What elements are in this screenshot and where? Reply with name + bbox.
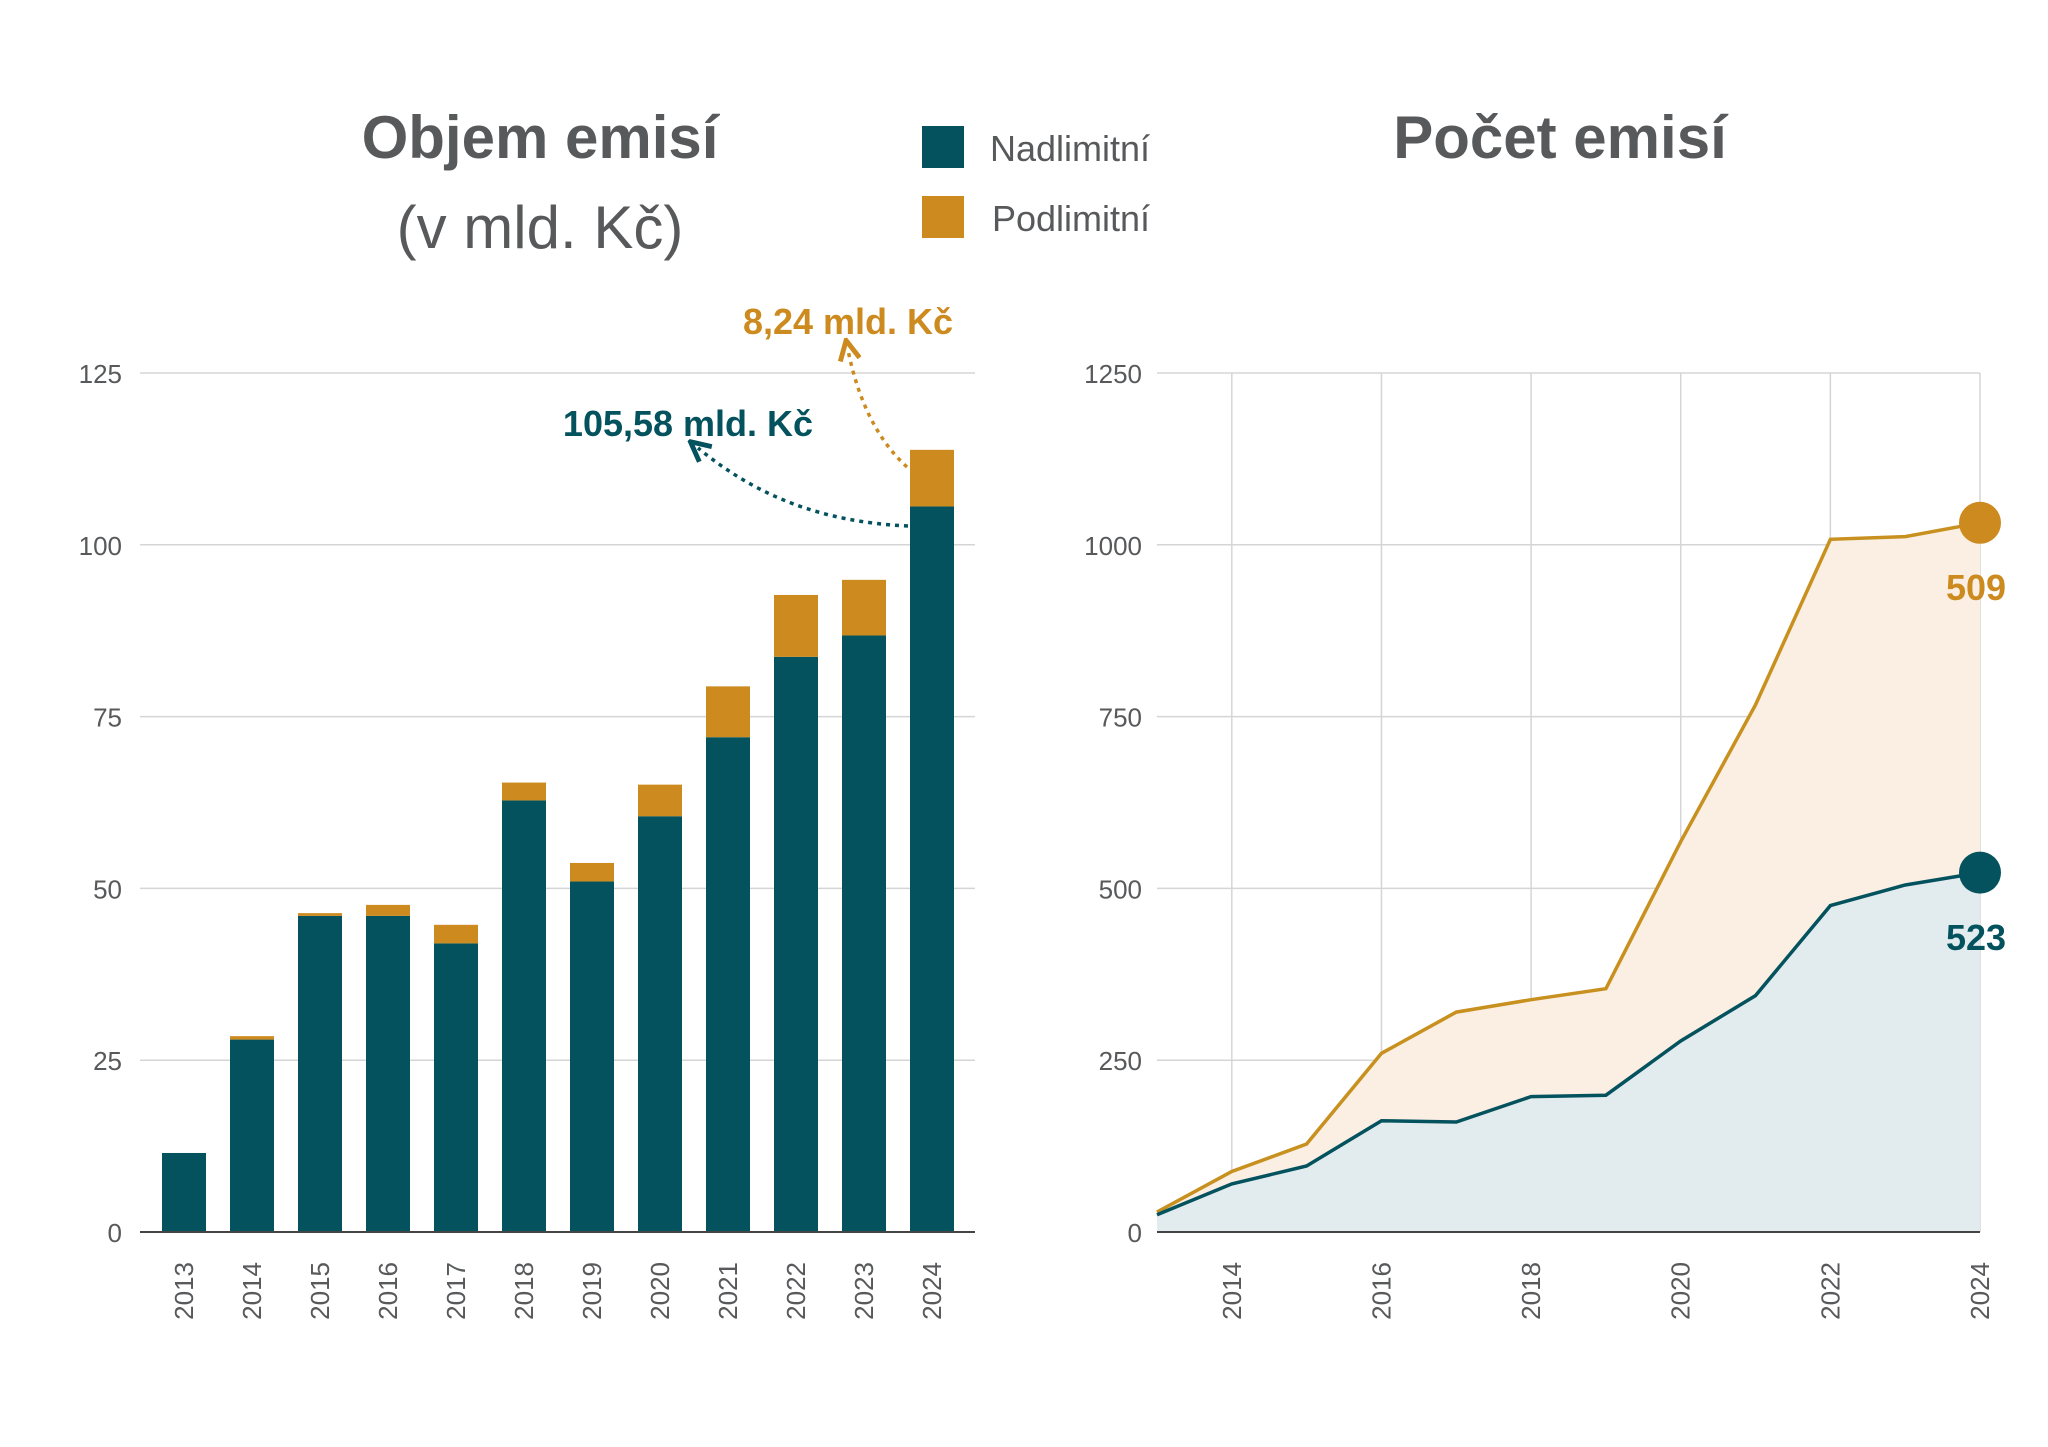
x-tick-label: 2023 [849,1262,879,1320]
end-label-nadlimitni: 523 [1946,917,2006,958]
left-chart-title: Objem emisí [362,104,721,171]
area-chart-pocet: 0 250 500 750 1000 1250 2014 2016 2018 2020 2022 20… [1084,359,2001,1320]
bar-chart-objem: 0 25 50 75 100 125 2013 2014 2015 2016 2017 2018 201… [79,359,975,1320]
bar-podlimitni [706,686,750,738]
bar-nadlimitni [434,943,478,1232]
annotation-label-podlimitni: 8,24 mld. Kč [743,301,953,342]
left-chart-subtitle: (v mld. Kč) [397,194,684,261]
x-tick-label: 2019 [577,1262,607,1320]
bar-podlimitni [842,579,886,636]
bar-podlimitni [502,782,546,801]
legend-label-nadlimitni: Nadlimitní [990,128,1150,169]
annotation-arrow-nadlimitni [698,448,909,528]
x-tick-label: 2022 [1815,1262,1845,1320]
bar-nadlimitni [774,656,818,1232]
x-tick-label: 2016 [373,1262,403,1320]
bar-nadlimitni [298,915,342,1232]
x-tick-label: 2020 [1666,1262,1696,1320]
x-tick-label: 2016 [1366,1262,1396,1320]
bar-nadlimitni [638,816,682,1232]
line-nadlimitni [1156,870,1981,1217]
bar-podlimitni [298,913,342,916]
x-tick-label: 2024 [1965,1262,1995,1320]
legend-swatch-podlimitni [922,196,964,238]
bar-podlimitni [910,449,954,507]
end-marker-podlimitni [1959,501,2001,544]
legend: Nadlimitní Podlimitní [922,126,1150,239]
y-tick-label: 1250 [1084,359,1142,389]
y-tick-label: 250 [1099,1046,1142,1076]
x-tick-label: 2020 [645,1262,675,1320]
end-marker-nadlimitni [1959,851,2001,894]
bar-podlimitni [434,924,478,944]
annotation-arrow-podlimitni [848,350,909,469]
annotation-label-nadlimitni: 105,58 mld. Kč [563,403,813,444]
y-tick-label: 100 [79,531,122,561]
bar-podlimitni [230,1036,274,1040]
line-podlimitni [1156,521,1981,1214]
bar-podlimitni [774,594,818,657]
y-tick-label: 0 [108,1218,122,1248]
x-tick-label: 2014 [237,1262,267,1320]
x-tick-label: 2022 [781,1262,811,1320]
y-tick-label: 25 [93,1046,122,1076]
y-tick-label: 0 [1128,1218,1142,1248]
x-tick-label: 2018 [509,1262,539,1320]
annotation-podlimitni: 8,24 mld. Kč [743,301,953,469]
bar-nadlimitni [842,635,886,1232]
legend-label-podlimitni: Podlimitní [992,198,1150,239]
y-tick-label: 50 [93,874,122,904]
bar-podlimitni [366,904,410,916]
end-label-podlimitni: 509 [1946,567,2006,608]
bar-podlimitni [638,784,682,817]
area-podlimitni [1157,522,1980,1215]
y-tick-label: 750 [1099,703,1142,733]
bar-nadlimitni [910,506,954,1233]
area-nadlimitni [1157,872,1980,1232]
bar-nadlimitni [366,915,410,1232]
bar-nadlimitni [706,737,750,1232]
bar-nadlimitni [230,1039,274,1232]
x-tick-label: 2024 [917,1262,947,1320]
x-tick-label: 2015 [305,1262,335,1320]
bar-nadlimitni [162,1152,206,1232]
x-tick-label: 2018 [1516,1262,1546,1320]
y-tick-label: 1000 [1084,531,1142,561]
annotation-nadlimitni: 105,58 mld. Kč [563,403,909,528]
x-tick-label: 2014 [1217,1262,1247,1320]
y-tick-label: 75 [93,703,122,733]
right-chart-title: Počet emisí [1393,104,1729,171]
y-tick-label: 125 [79,359,122,389]
bar-nadlimitni [570,881,614,1232]
bar-podlimitni [570,862,614,882]
y-tick-label: 500 [1099,874,1142,904]
x-tick-label: 2013 [169,1262,199,1320]
legend-swatch-nadlimitni [922,126,964,168]
bar-nadlimitni [502,800,546,1232]
x-tick-label: 2017 [441,1262,471,1320]
x-tick-label: 2021 [713,1262,743,1320]
